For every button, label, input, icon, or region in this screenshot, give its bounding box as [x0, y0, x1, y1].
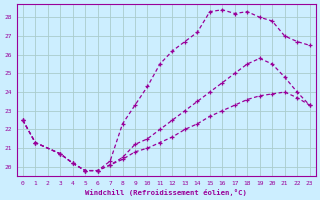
X-axis label: Windchill (Refroidissement éolien,°C): Windchill (Refroidissement éolien,°C) [85, 189, 247, 196]
